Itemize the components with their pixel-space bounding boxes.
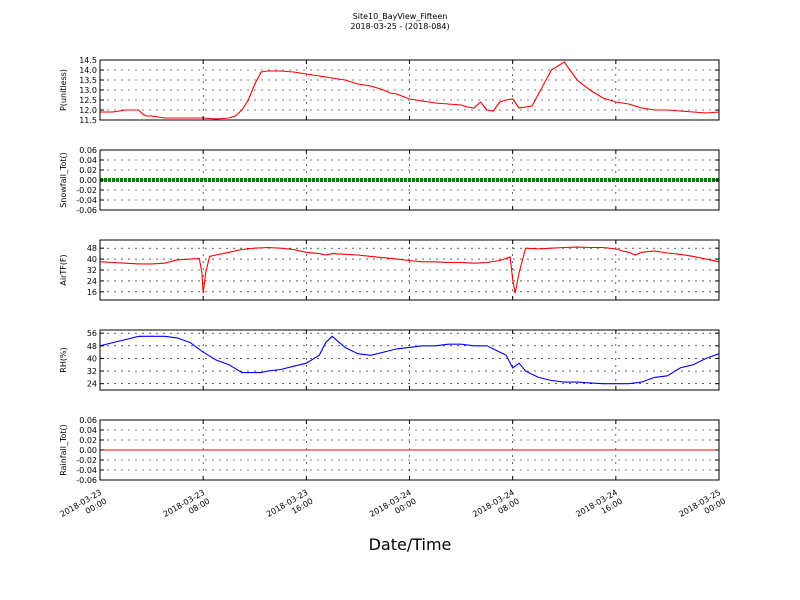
y-axis-label: P(unitless) xyxy=(59,69,68,111)
y-tick-label: 0.02 xyxy=(79,436,97,445)
y-tick-label: 40 xyxy=(87,354,97,363)
y-tick-label: 40 xyxy=(87,255,97,264)
y-tick-label: 56 xyxy=(87,329,97,338)
y-axis-label: AirTF(F) xyxy=(59,254,68,285)
y-tick-label: 0.04 xyxy=(79,426,97,435)
panel-5: -0.06-0.04-0.020.000.020.040.06 Rainfall_… xyxy=(59,416,720,485)
y-tick-label: 0.06 xyxy=(79,146,97,155)
chart-subtitle: 2018-03-25 - (2018-084) xyxy=(350,22,449,31)
y-axis-label: Rainfall_Tot() xyxy=(59,424,68,476)
y-tick-label: 32 xyxy=(87,367,97,376)
y-tick-label: 12.5 xyxy=(79,96,97,105)
y-tick-label: 14.0 xyxy=(79,66,97,75)
chart-panels: 11.512.012.513.013.514.014.5 P(unitless) -… xyxy=(59,56,720,485)
panel-2: -0.06-0.04-0.020.000.020.040.06 Snowfall_… xyxy=(59,146,720,215)
series-line xyxy=(99,335,720,385)
chart-title: Site10_BayView_Fifteen xyxy=(353,12,448,21)
y-tick-label: 16 xyxy=(87,288,97,297)
y-tick-label: 48 xyxy=(87,342,97,351)
y-tick-label: 48 xyxy=(87,244,97,253)
y-tick-label: 32 xyxy=(87,266,97,275)
y-tick-label: -0.02 xyxy=(76,186,97,195)
panel-1: 11.512.012.513.013.514.014.5 P(unitless) xyxy=(59,56,720,125)
y-tick-label: 13.5 xyxy=(79,76,97,85)
y-tick-label: -0.06 xyxy=(76,476,97,485)
x-axis-label: Date/Time xyxy=(369,535,452,554)
panel-4: 24 32 40 48 56 RH(%) xyxy=(59,329,720,391)
y-axis-label: Snowfall_Tot() xyxy=(59,152,68,208)
y-tick-label: 11.5 xyxy=(79,116,97,125)
series-line xyxy=(100,61,720,120)
y-tick-label: 0.04 xyxy=(79,156,97,165)
y-tick-label: 0.00 xyxy=(79,446,97,455)
y-tick-label: 24 xyxy=(87,277,97,286)
y-tick-label: 12.0 xyxy=(79,106,97,115)
y-tick-label: -0.02 xyxy=(76,456,97,465)
y-axis-label: RH(%) xyxy=(59,347,68,372)
y-tick-label: 0.06 xyxy=(79,416,97,425)
y-tick-label: 13.0 xyxy=(79,86,97,95)
y-tick-label: 14.5 xyxy=(79,56,97,65)
y-tick-label: 0.00 xyxy=(79,176,97,185)
y-tick-label: 0.02 xyxy=(79,166,97,175)
y-tick-label: -0.04 xyxy=(76,466,97,475)
series-line xyxy=(99,246,720,294)
y-tick-label: -0.06 xyxy=(76,206,97,215)
panel-3: 16 24 32 40 48 AirTF(F) xyxy=(59,239,720,301)
y-tick-label: -0.04 xyxy=(76,196,97,205)
y-tick-label: 24 xyxy=(87,380,97,389)
